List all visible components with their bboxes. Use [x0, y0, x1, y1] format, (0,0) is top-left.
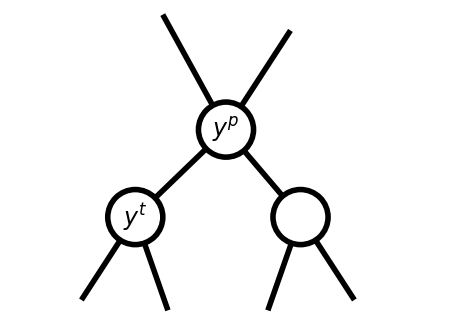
Text: $\mathit{y}^p$: $\mathit{y}^p$	[212, 115, 239, 144]
Circle shape	[198, 102, 253, 157]
Circle shape	[272, 190, 327, 245]
Text: $\mathit{y}^t$: $\mathit{y}^t$	[123, 202, 147, 233]
Circle shape	[107, 190, 162, 245]
